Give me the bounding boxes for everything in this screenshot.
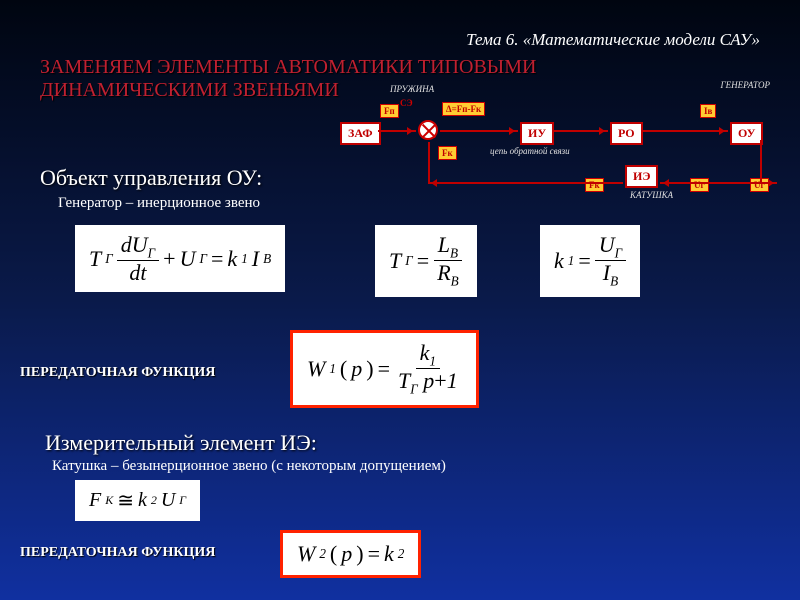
eq-ou-main: TГ dUГ dt + UГ = k1 IВ xyxy=(75,225,285,292)
block-ro: РО xyxy=(610,122,643,145)
tf-label-1: ПЕРЕДАТОЧНАЯ ФУНКЦИЯ xyxy=(20,365,215,381)
coil-label: КАТУШКА xyxy=(630,190,673,200)
summing-node xyxy=(418,120,438,140)
arrow-out xyxy=(762,182,777,184)
eq-part: dt xyxy=(125,261,150,284)
spring-label: ПРУЖИНА xyxy=(390,84,434,94)
eq-sub: В xyxy=(263,251,271,267)
eq-sub: 2 xyxy=(398,546,405,562)
feedback-label: цепь обратной связи xyxy=(490,146,570,156)
arrow-sum-iu xyxy=(440,130,518,132)
eq-frac: LВ RВ xyxy=(433,233,463,289)
eq-part: I xyxy=(252,246,259,272)
eq-part: T xyxy=(89,246,101,272)
eq-part: U xyxy=(180,246,196,272)
eq-part: T xyxy=(389,248,401,274)
eq-part: k xyxy=(554,248,564,274)
eq-ou-tg: TГ = LВ RВ xyxy=(375,225,477,297)
tag-fp: Fп xyxy=(380,104,399,118)
eq-sub: Г xyxy=(179,493,186,508)
generator-label: ГЕНЕРАТОР xyxy=(721,80,770,90)
eq-sub: Г xyxy=(148,245,156,260)
eq-sub: 1 xyxy=(568,253,575,269)
eq-sub: В xyxy=(610,274,618,289)
eq-part: k xyxy=(384,541,394,567)
eq-part: U xyxy=(599,232,615,257)
eq-sub: Г xyxy=(615,245,623,260)
topic-label: Тема 6. «Математические модели САУ» xyxy=(466,30,760,50)
eq-part: dU xyxy=(121,232,148,257)
tag-delta: Δ=Fп-Fк xyxy=(442,102,485,116)
vline-fb-up xyxy=(428,142,430,184)
title-line-1: ЗАМЕНЯЕМ ЭЛЕМЕНТЫ АВТОМАТИКИ ТИПОВЫМИ xyxy=(40,56,536,78)
block-zaf: ЗАФ xyxy=(340,122,381,145)
eq-part: U xyxy=(161,489,175,512)
eq-part: p xyxy=(423,368,434,393)
eq-sub: 1 xyxy=(329,361,336,377)
eq-sub: 2 xyxy=(151,493,157,508)
block-iu: ИУ xyxy=(520,122,554,145)
eq-ie-main: FК ≅ k2 UГ xyxy=(75,480,200,521)
arrow-ou-ie xyxy=(660,182,760,184)
eq-frac: dUГ dt xyxy=(117,233,159,284)
tag-iv: Iв xyxy=(700,104,716,118)
eq-part: k xyxy=(138,489,147,512)
eq-sub: Г xyxy=(199,251,207,267)
eq-part: k xyxy=(420,340,430,365)
eq-ou-tf: W1 (p) = k1 TГ p+1 xyxy=(290,330,479,408)
eq-part: R xyxy=(437,260,450,285)
eq-approx: ≅ xyxy=(117,488,134,513)
arrow-ie-sum xyxy=(428,182,623,184)
block-ie: ИЭ xyxy=(625,165,658,188)
eq-frac: k1 TГ p+1 xyxy=(394,341,462,397)
arrow-ro-ou xyxy=(642,130,728,132)
block-diagram: ПРУЖИНА ГЕНЕРАТОР СЭ ЗАФ ИУ РО ОУ ИЭ Fп … xyxy=(330,90,780,210)
eq-part: p xyxy=(341,541,352,567)
eq-part: k xyxy=(227,246,237,272)
eq-part: L xyxy=(438,232,450,257)
eq-part: W xyxy=(307,356,325,382)
eq-frac: UГ IВ xyxy=(595,233,626,289)
arrow-zaf-sum xyxy=(378,130,416,132)
block-ou: ОУ xyxy=(730,122,763,145)
eq-sub: К xyxy=(105,493,113,508)
tag-ug1: Uг xyxy=(690,178,709,192)
eq-sub: 2 xyxy=(319,546,326,562)
eq-part: T xyxy=(398,368,410,393)
se-label: СЭ xyxy=(400,98,413,108)
ou-subheading: Генератор – инерционное звено xyxy=(58,195,260,212)
tf-label-2: ПЕРЕДАТОЧНАЯ ФУНКЦИЯ xyxy=(20,545,215,561)
eq-ie-tf: W2 (p) = k2 xyxy=(280,530,421,578)
eq-part: F xyxy=(89,489,101,512)
eq-part: p xyxy=(351,356,362,382)
eq-sub: В xyxy=(451,274,459,289)
tag-fk2: Fк xyxy=(585,178,604,192)
ie-subheading: Катушка – безынерционное звено (с некото… xyxy=(52,458,446,475)
eq-part: W xyxy=(297,541,315,567)
eq-part: I xyxy=(603,260,610,285)
vline-ou-down xyxy=(760,140,762,184)
tag-fk1: Fк xyxy=(438,146,457,160)
title-line-2: ДИНАМИЧЕСКИМИ ЗВЕНЬЯМИ xyxy=(40,79,339,101)
eq-sub: 1 xyxy=(241,251,248,267)
eq-sub: Г xyxy=(410,382,418,397)
eq-sub: Г xyxy=(105,251,113,267)
eq-sub: Г xyxy=(405,253,413,269)
ou-heading: Объект управления ОУ: xyxy=(40,165,262,191)
ie-heading: Измерительный элемент ИЭ: xyxy=(45,430,317,456)
eq-part: 1 xyxy=(447,368,458,393)
eq-ou-k1: k1 = UГ IВ xyxy=(540,225,640,297)
eq-sub: 1 xyxy=(429,353,436,368)
arrow-iu-ro xyxy=(552,130,608,132)
eq-sub: В xyxy=(450,245,458,260)
